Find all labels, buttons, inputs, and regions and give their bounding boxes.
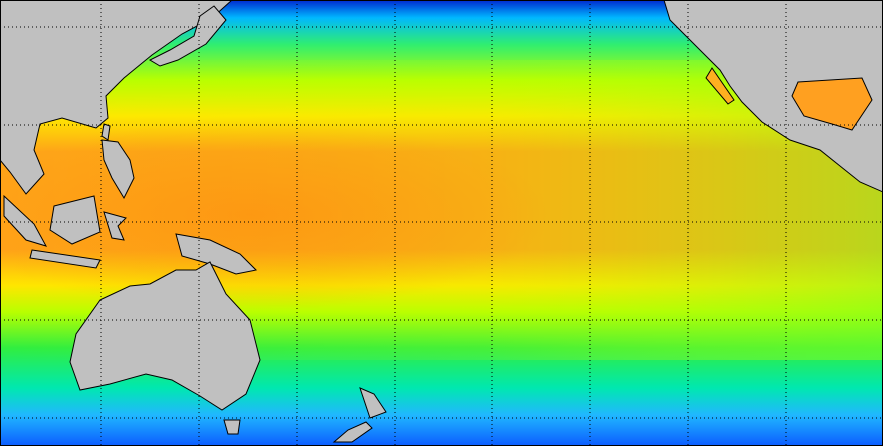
sumatra bbox=[3, 194, 48, 247]
borneo bbox=[49, 195, 101, 245]
gulf-of-mexico bbox=[791, 77, 873, 131]
tasmania bbox=[223, 419, 241, 435]
australia bbox=[69, 261, 261, 411]
philippines bbox=[101, 139, 135, 200]
new-guinea bbox=[175, 233, 258, 275]
new-zealand-north bbox=[359, 387, 387, 419]
north-america bbox=[663, 0, 883, 193]
warm-pool bbox=[0, 120, 550, 310]
sulawesi bbox=[103, 211, 127, 241]
gulf-of-california bbox=[705, 67, 735, 105]
japan bbox=[148, 5, 227, 67]
asia bbox=[0, 0, 233, 195]
new-zealand-south bbox=[332, 421, 373, 443]
java bbox=[29, 249, 101, 269]
